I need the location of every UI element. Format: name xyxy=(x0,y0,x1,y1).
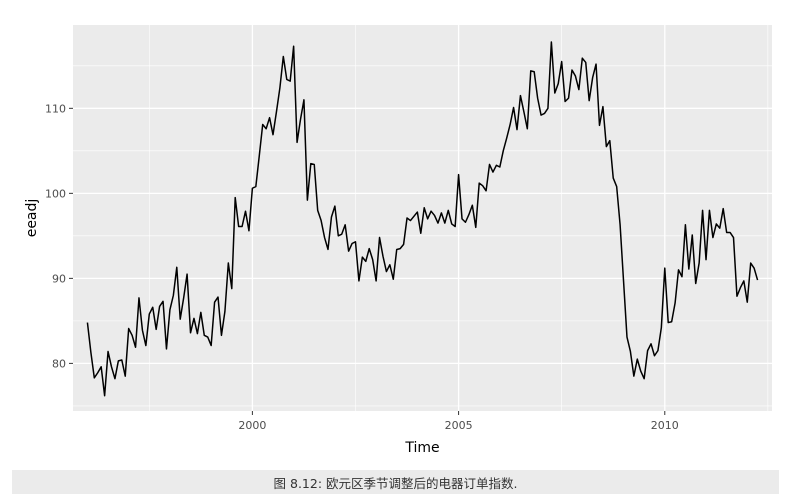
x-axis-ticks: 2000 2005 2010 xyxy=(238,411,679,432)
caption-text: 图 8.12: 欧元区季节调整后的电器订单指数. xyxy=(273,475,518,491)
minor-gridlines xyxy=(73,25,772,411)
y-axis-ticks: 80 90 100 110 xyxy=(45,102,73,370)
y-tick-label: 80 xyxy=(52,357,66,370)
x-tick-label: 2000 xyxy=(238,419,266,432)
y-tick-label: 110 xyxy=(45,102,66,115)
chart: 2000 2005 2010 80 90 100 110 Time eeadj xyxy=(24,25,772,456)
x-tick-label: 2010 xyxy=(651,419,679,432)
y-tick-label: 100 xyxy=(45,187,66,200)
x-axis-title: Time xyxy=(404,440,439,456)
x-tick-label: 2005 xyxy=(445,419,473,432)
series-line xyxy=(86,41,759,397)
figure-caption: 图 8.12: 欧元区季节调整后的电器订单指数. xyxy=(12,470,779,494)
major-gridlines xyxy=(73,25,772,411)
y-axis-title: eeadj xyxy=(24,199,40,238)
y-tick-label: 90 xyxy=(52,272,66,285)
